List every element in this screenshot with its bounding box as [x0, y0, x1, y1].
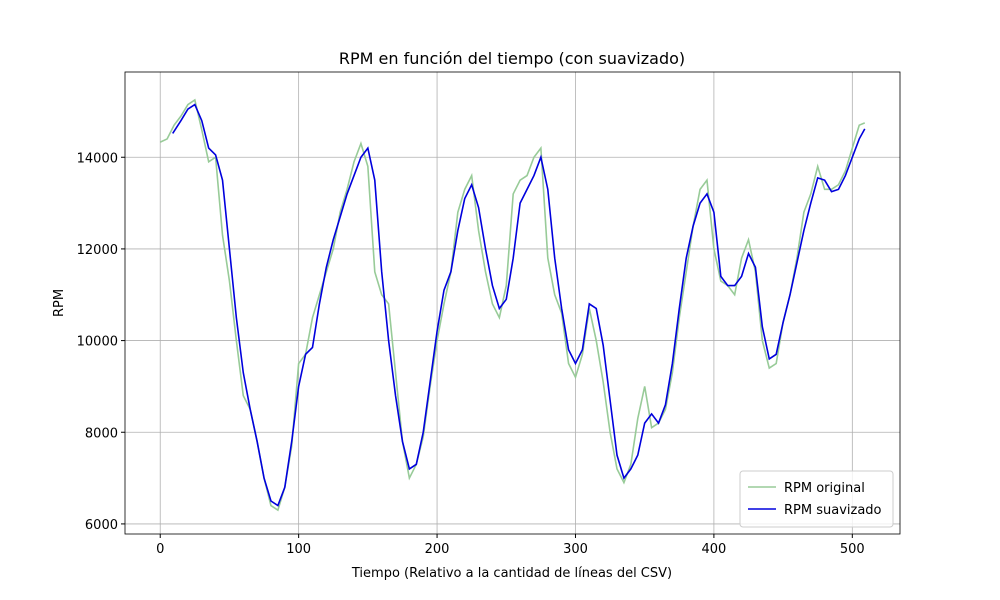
y-tick-label: 12000 [77, 243, 118, 258]
x-tick-label: 300 [563, 542, 588, 557]
y-axis-label: RPM [52, 289, 67, 317]
legend-box [739, 470, 894, 528]
plot-frame [124, 71, 901, 535]
x-axis-label: Tiempo (Relativo a la cantidad de líneas… [351, 566, 672, 581]
y-tick-label: 6000 [85, 518, 118, 533]
series-line [172, 103, 866, 507]
legend-label: RPM suavizado [784, 503, 882, 518]
x-tick-label: 0 [156, 542, 164, 557]
series-line [159, 98, 866, 512]
y-tick-label: 14000 [77, 151, 118, 166]
x-tick-label: 500 [840, 542, 865, 557]
chart-title: RPM en función del tiempo (con suavizado… [339, 49, 685, 68]
y-tick-label: 8000 [85, 426, 118, 441]
x-tick-label: 100 [286, 542, 311, 557]
legend-label: RPM original [784, 481, 865, 496]
x-tick-label: 400 [701, 542, 726, 557]
y-tick-label: 10000 [77, 335, 118, 350]
x-tick-label: 200 [425, 542, 450, 557]
